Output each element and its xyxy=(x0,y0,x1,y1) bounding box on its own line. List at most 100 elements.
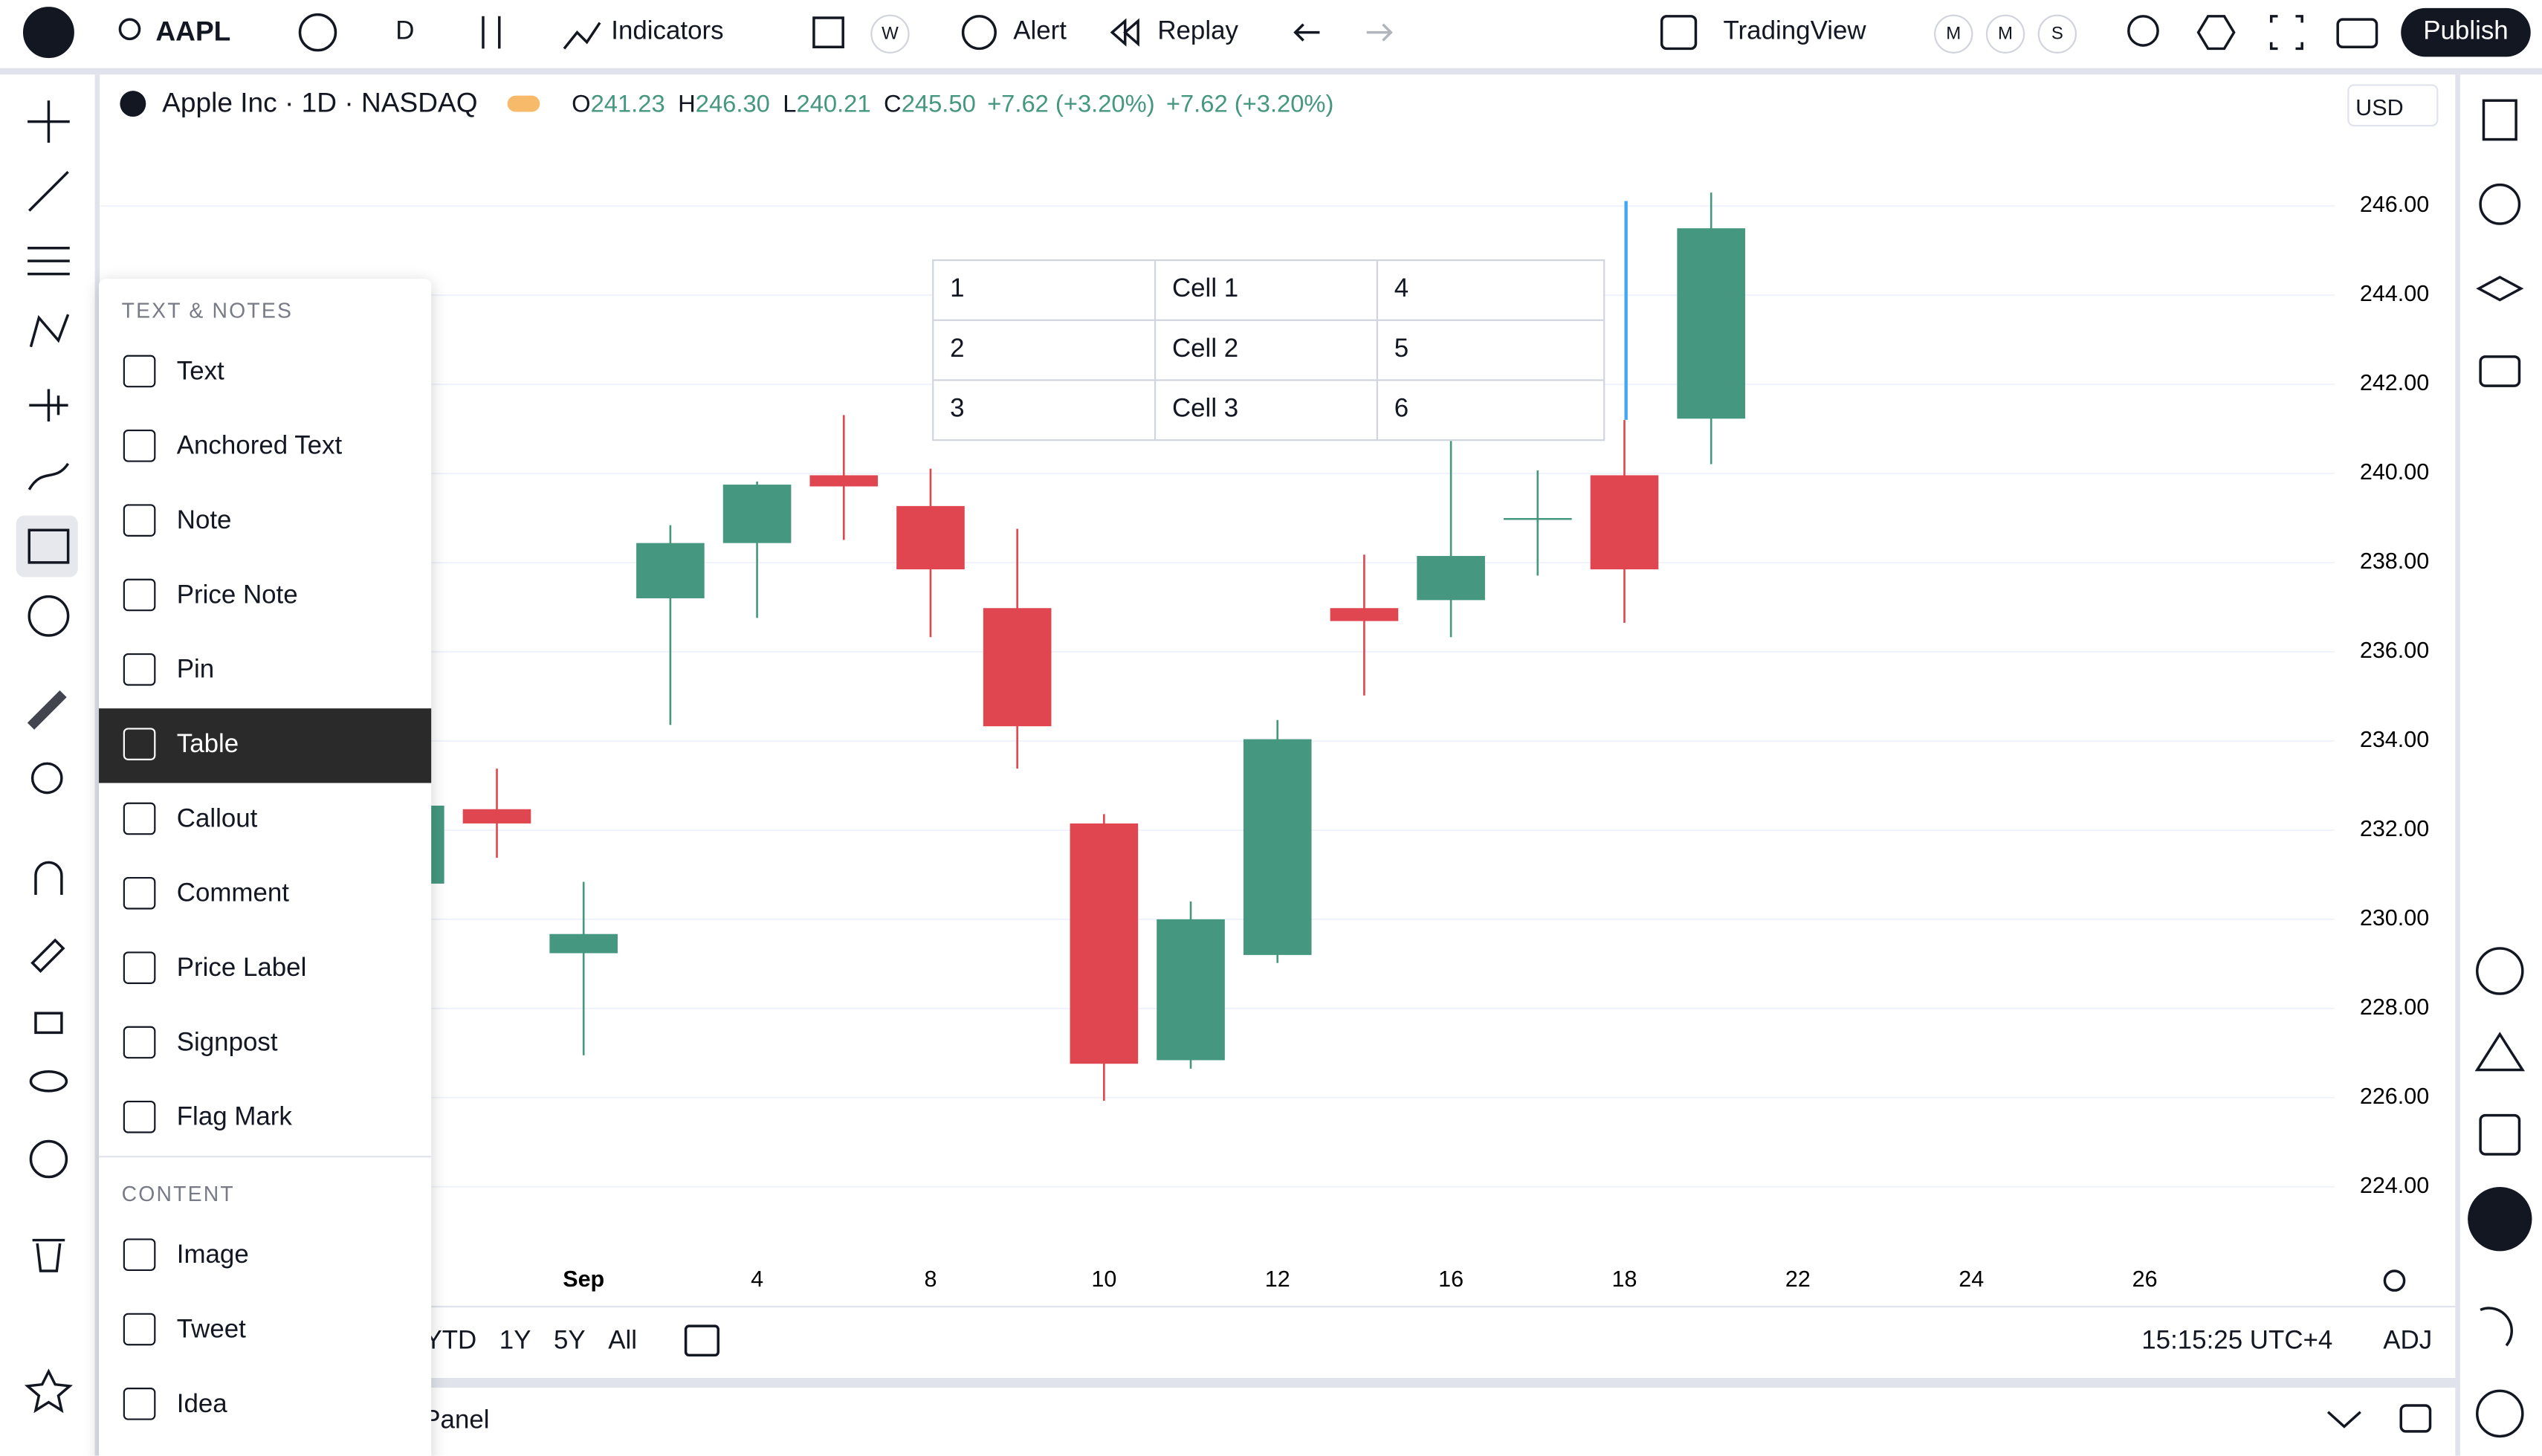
currency[interactable]: USD xyxy=(2347,84,2439,127)
menu-item[interactable]: Signpost xyxy=(99,1006,431,1081)
x-tick-label: 22 xyxy=(1785,1266,1811,1292)
ideas-icon xyxy=(2474,1032,2526,1072)
candle-body xyxy=(983,608,1052,727)
y-tick-label: 224.00 xyxy=(2360,1173,2429,1198)
w-badge[interactable]: W xyxy=(870,14,910,54)
replay-button[interactable]: Replay xyxy=(1157,17,1238,46)
ohlc-label: L xyxy=(783,90,797,118)
menu-item[interactable]: Price Label xyxy=(99,932,431,1006)
menu-item-label: Callout xyxy=(176,806,258,834)
publish-button[interactable]: Publish xyxy=(2401,7,2531,57)
menu-item-label: Tweet xyxy=(176,1316,246,1345)
table-cell: 3 xyxy=(934,381,1157,440)
menu-item-icon xyxy=(123,429,156,462)
menu-item-label: Signpost xyxy=(176,1029,278,1058)
menu-item-icon xyxy=(123,728,156,760)
redo-icon xyxy=(1366,23,1393,42)
x-tick-label: 4 xyxy=(751,1266,763,1292)
candle-body xyxy=(809,475,879,487)
table-cell: 1 xyxy=(934,261,1157,320)
layout-name[interactable]: TradingView xyxy=(1723,17,1866,46)
alert-button[interactable]: Alert xyxy=(1013,17,1067,46)
settings-icon xyxy=(2383,1269,2406,1292)
menu-item[interactable]: Image xyxy=(99,1219,431,1293)
menu-item-icon xyxy=(123,578,156,612)
range-button[interactable]: 5Y xyxy=(554,1327,586,1356)
left-toolbar xyxy=(16,100,78,1414)
x-tick-label: 16 xyxy=(1438,1266,1464,1292)
menu-item[interactable]: Text xyxy=(99,335,431,410)
table-tool-icon xyxy=(28,528,70,564)
table-row: 3 Cell 3 6 xyxy=(934,379,1604,440)
magnet-icon xyxy=(34,861,63,895)
candle-body xyxy=(1070,823,1139,1064)
menu-item-label: Table xyxy=(176,731,239,759)
snapshot-icon xyxy=(2336,18,2378,48)
menu-divider xyxy=(99,1156,432,1158)
y-tick-label: 230.00 xyxy=(2360,905,2429,931)
help-icon xyxy=(2476,1389,2524,1438)
menu-item-label: Pin xyxy=(176,656,215,685)
candle-body xyxy=(722,485,792,543)
table-cell: 2 xyxy=(934,320,1157,380)
table-row: 2 Cell 2 5 xyxy=(934,319,1604,380)
table-drawing[interactable]: 1 Cell 1 4 2 Cell 2 5 3 Cell 3 6 xyxy=(932,259,1605,441)
y-tick-label: 234.00 xyxy=(2360,727,2429,752)
candle-body xyxy=(549,934,618,954)
menu-item-icon xyxy=(123,1313,156,1346)
menu-item-icon xyxy=(123,1100,156,1133)
menu-item-label: Image xyxy=(176,1241,249,1269)
menu-item[interactable]: Flag Mark xyxy=(99,1081,431,1156)
menu-item[interactable]: Callout xyxy=(99,783,431,857)
range-button[interactable]: All xyxy=(608,1327,638,1356)
badge[interactable]: M xyxy=(1934,14,1973,54)
menu-item-icon xyxy=(123,1026,156,1059)
change: +7.62 (+3.20%) xyxy=(987,90,1155,118)
x-tick-label: 10 xyxy=(1091,1266,1116,1292)
range-button[interactable]: 1Y xyxy=(499,1327,531,1356)
legend-title: Apple Inc · 1D · NASDAQ xyxy=(162,87,478,119)
adj-button[interactable]: ADJ xyxy=(2383,1327,2433,1356)
indicators-button[interactable]: Indicators xyxy=(611,17,724,46)
compare-icon xyxy=(298,13,337,52)
menu-item[interactable]: Price Note xyxy=(99,559,431,633)
menu-item[interactable]: Comment xyxy=(99,858,431,932)
y-tick-label: 242.00 xyxy=(2360,370,2429,395)
menu-item[interactable]: Idea xyxy=(99,1368,431,1443)
change: +7.62 (+3.20%) xyxy=(1165,90,1334,118)
menu-item[interactable]: Note xyxy=(99,485,431,559)
chart-type-icon xyxy=(482,16,501,49)
symbol[interactable]: AAPL xyxy=(155,16,231,48)
menu-item[interactable]: Tweet xyxy=(99,1294,431,1368)
table-row: 1 Cell 1 4 xyxy=(934,261,1603,320)
candle-body xyxy=(1677,228,1745,419)
menu-item-icon xyxy=(123,1238,156,1271)
menu-item[interactable]: Table xyxy=(99,708,432,783)
badge[interactable]: S xyxy=(2037,14,2077,54)
panel-separator xyxy=(97,1377,2458,1388)
undo-icon xyxy=(1293,23,1320,42)
badge[interactable]: M xyxy=(1985,14,2025,54)
maximize-icon xyxy=(2399,1404,2432,1433)
range-button[interactable]: YTD xyxy=(424,1327,477,1356)
menu-item[interactable]: Pin xyxy=(99,634,431,708)
ohlc-value: 241.23 xyxy=(590,90,665,118)
alerts-icon xyxy=(2479,183,2521,225)
date-range-icon xyxy=(684,1324,719,1357)
ohlc-value: 240.21 xyxy=(796,90,871,118)
candle-body xyxy=(636,543,705,599)
ruler-icon xyxy=(27,690,67,730)
menu-item-label: Comment xyxy=(176,880,290,908)
zoom-icon xyxy=(30,762,63,795)
collapse-icon xyxy=(2326,1411,2361,1429)
x-tick-label: 18 xyxy=(1612,1266,1637,1292)
table-cell: Cell 1 xyxy=(1156,261,1378,320)
x-tick-label: Sep xyxy=(563,1266,604,1292)
panel-label[interactable]: Panel xyxy=(423,1407,490,1435)
candle-body xyxy=(462,809,531,824)
interval[interactable]: D xyxy=(395,17,415,46)
menu-item[interactable]: Anchored Text xyxy=(99,410,431,485)
menu-section-title: CONTENT xyxy=(121,1182,235,1206)
drawing-menu: TEXT & NOTES Text Anchored Text Note Price N… xyxy=(99,279,432,1456)
top-toolbar-icons xyxy=(22,7,2432,1433)
